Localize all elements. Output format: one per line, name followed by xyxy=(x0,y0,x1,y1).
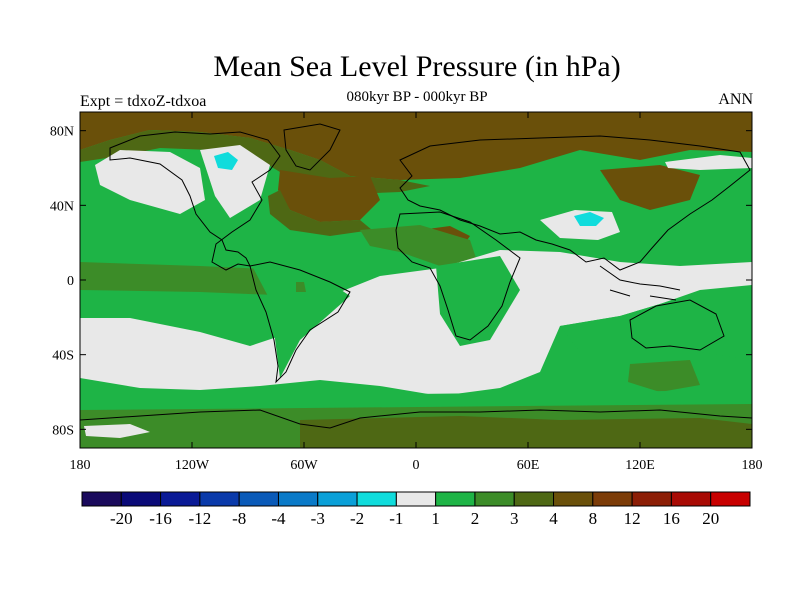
colorbar-swatch xyxy=(199,491,240,507)
colorbar-swatch xyxy=(474,491,515,507)
longitude-labels: 180 120W 60W 0 60E 120E 180 xyxy=(70,458,763,473)
colorbar-swatch xyxy=(277,491,319,507)
africa-coast xyxy=(395,211,521,341)
pressure-field xyxy=(80,112,752,448)
x-tick-label: 180 xyxy=(70,458,91,473)
greenland-coast xyxy=(283,123,341,171)
colorbar-swatch xyxy=(120,491,162,507)
atlantic-high-blob xyxy=(278,170,380,222)
australia-coast xyxy=(629,299,725,351)
y-tick-label: 80N xyxy=(50,125,74,140)
experiment-label: Expt = tdxoZ-tdxoa xyxy=(80,93,207,110)
southern-ocean-low xyxy=(80,250,752,396)
colorbar-label: -8 xyxy=(232,509,246,528)
tropical-dark-green xyxy=(360,225,480,270)
x-tick-label: 120W xyxy=(175,458,210,473)
colorbar-label: 3 xyxy=(510,509,519,528)
map-title: Mean Sea Level Pressure (in hPa) xyxy=(213,50,621,83)
colorbar-label: -1 xyxy=(389,509,403,528)
x-tick-label: 0 xyxy=(413,458,420,473)
southern-africa-green xyxy=(436,256,520,346)
asia-high-blob xyxy=(600,165,700,210)
colorbar-label: -3 xyxy=(311,509,325,528)
southeast-asia-islands xyxy=(599,265,681,301)
map-subtitle: 080kyr BP - 000kyr BP xyxy=(346,89,488,105)
colorbar-swatch xyxy=(710,491,751,507)
hudson-bay-low xyxy=(214,152,238,170)
colorbar-label: -12 xyxy=(189,509,212,528)
axis-ticks xyxy=(79,112,753,448)
latitude-labels: 80N 40N 0 40S 80S xyxy=(50,125,74,439)
tibet-deep-low xyxy=(574,212,604,226)
central-africa-dark-green xyxy=(296,282,306,292)
north-america-coast xyxy=(109,131,281,271)
colorbar-label: 2 xyxy=(471,509,480,528)
colorbar-swatch xyxy=(160,491,201,507)
antarctic-low-patch xyxy=(84,424,150,438)
season-label: ANN xyxy=(718,91,753,108)
x-tick-label: 60E xyxy=(517,458,540,473)
x-tick-label: 120E xyxy=(625,458,655,473)
colorbar-label: -16 xyxy=(149,509,172,528)
y-tick-label: 40N xyxy=(50,199,74,214)
colorbar: -20 -16 -12 -8 -4 -3 -2 -1 1 2 3 4 8 12 16 20 xyxy=(81,491,751,528)
x-tick-label: 60W xyxy=(290,458,318,473)
colorbar-swatch xyxy=(513,491,555,507)
colorbar-label: -4 xyxy=(271,509,286,528)
colorbar-label: 16 xyxy=(663,509,680,528)
y-tick-label: 80S xyxy=(52,423,74,438)
colorbar-label: 1 xyxy=(431,509,440,528)
colorbar-swatch xyxy=(592,491,633,507)
coastlines xyxy=(80,123,752,429)
y-tick-label: 40S xyxy=(52,349,74,364)
south-america-green xyxy=(250,262,350,378)
colorbar-label: -20 xyxy=(110,509,133,528)
colorbar-swatch xyxy=(395,491,437,507)
antarctic-olive-band xyxy=(300,416,752,448)
colorbar-label: 8 xyxy=(589,509,598,528)
eurasia-coast xyxy=(399,135,751,271)
antarctica-coast xyxy=(80,409,752,429)
x-tick-label: 180 xyxy=(742,458,763,473)
colorbar-swatch xyxy=(317,491,358,507)
north-pacific-low xyxy=(95,150,205,214)
colorbar-label: 4 xyxy=(549,509,558,528)
colorbar-swatch xyxy=(435,491,476,507)
y-tick-label: 0 xyxy=(67,274,74,289)
colorbar-swatch xyxy=(81,491,122,507)
colorbar-swatch xyxy=(356,491,397,507)
colorbar-swatch xyxy=(631,491,672,507)
colorbar-label: 20 xyxy=(702,509,719,528)
colorbar-swatch xyxy=(670,491,712,507)
colorbar-label: -2 xyxy=(350,509,364,528)
colorbar-swatch xyxy=(553,491,594,507)
colorbar-label: 12 xyxy=(624,509,641,528)
colorbar-swatch xyxy=(238,491,279,507)
north-high-pressure-band xyxy=(80,112,752,180)
siberia-low-strip xyxy=(665,155,752,170)
south-america-coast xyxy=(249,261,351,384)
atlantic-olive-ring xyxy=(268,190,372,236)
south-indian-dark-green xyxy=(628,360,700,392)
